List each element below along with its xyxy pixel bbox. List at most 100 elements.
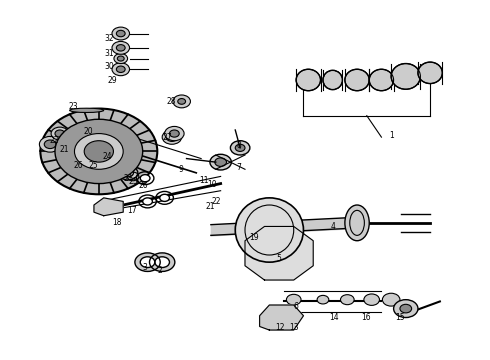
Text: 30: 30 (105, 62, 115, 71)
Text: 27: 27 (162, 133, 172, 142)
Text: 9: 9 (178, 165, 183, 174)
Text: 1: 1 (389, 131, 393, 140)
Text: 26: 26 (139, 181, 148, 190)
Circle shape (122, 169, 133, 177)
Circle shape (73, 157, 86, 167)
Text: 28: 28 (166, 97, 176, 106)
Circle shape (341, 295, 354, 305)
Circle shape (160, 194, 170, 202)
Circle shape (317, 296, 329, 304)
Text: 25: 25 (128, 177, 138, 186)
Text: 23: 23 (69, 102, 78, 111)
Circle shape (162, 130, 182, 144)
Circle shape (382, 293, 400, 306)
Text: 22: 22 (212, 197, 221, 206)
Text: 5: 5 (277, 254, 282, 263)
Circle shape (112, 63, 129, 76)
Circle shape (156, 192, 173, 204)
Circle shape (74, 134, 123, 169)
Text: 6: 6 (293, 302, 298, 311)
Ellipse shape (418, 62, 442, 84)
Circle shape (114, 54, 127, 64)
Circle shape (140, 175, 150, 182)
Circle shape (114, 168, 127, 178)
Circle shape (51, 127, 69, 140)
Text: 21: 21 (59, 145, 69, 154)
Circle shape (116, 66, 125, 72)
Circle shape (143, 198, 152, 205)
Text: 22: 22 (49, 136, 59, 145)
Circle shape (393, 300, 418, 318)
Ellipse shape (296, 69, 320, 91)
Text: 29: 29 (108, 76, 117, 85)
Ellipse shape (323, 70, 343, 90)
Circle shape (165, 126, 184, 141)
Text: 21: 21 (205, 202, 215, 211)
Circle shape (70, 144, 99, 166)
Circle shape (90, 162, 98, 169)
Ellipse shape (369, 69, 393, 91)
Text: 17: 17 (127, 206, 137, 215)
Polygon shape (260, 305, 303, 330)
Circle shape (117, 56, 124, 61)
Circle shape (39, 136, 61, 152)
Circle shape (55, 119, 143, 184)
Text: 8: 8 (236, 141, 241, 150)
Ellipse shape (391, 64, 420, 89)
Circle shape (127, 172, 139, 181)
Circle shape (135, 253, 160, 271)
Circle shape (138, 176, 147, 184)
Text: 20: 20 (83, 127, 93, 136)
Circle shape (155, 257, 170, 267)
Circle shape (86, 160, 102, 171)
Circle shape (69, 154, 90, 170)
Circle shape (75, 149, 93, 161)
Circle shape (55, 130, 65, 137)
Circle shape (120, 161, 131, 170)
Circle shape (118, 166, 138, 180)
Text: 24: 24 (103, 152, 112, 161)
Circle shape (140, 257, 155, 267)
Circle shape (230, 141, 250, 155)
Circle shape (210, 154, 231, 170)
Circle shape (116, 30, 125, 37)
Text: 12: 12 (275, 323, 285, 332)
Text: 16: 16 (361, 313, 370, 322)
Text: 4: 4 (330, 222, 335, 231)
Ellipse shape (70, 108, 104, 112)
Circle shape (170, 130, 179, 137)
Circle shape (112, 41, 129, 54)
Ellipse shape (345, 205, 369, 241)
Text: 11: 11 (199, 176, 208, 185)
Circle shape (178, 99, 186, 104)
Circle shape (235, 144, 245, 152)
Text: 2: 2 (157, 266, 162, 275)
Circle shape (364, 294, 379, 305)
Text: 32: 32 (105, 35, 114, 44)
Text: 3: 3 (143, 263, 147, 272)
Text: 26: 26 (74, 161, 83, 170)
Text: 7: 7 (237, 163, 242, 172)
Text: 24: 24 (123, 174, 133, 183)
Circle shape (69, 142, 85, 154)
Ellipse shape (235, 198, 303, 262)
Circle shape (215, 158, 226, 166)
Polygon shape (94, 198, 123, 216)
Text: 19: 19 (249, 233, 259, 242)
Text: 15: 15 (395, 313, 405, 322)
Circle shape (149, 253, 175, 271)
Circle shape (400, 304, 412, 313)
Text: 14: 14 (329, 313, 339, 322)
Circle shape (166, 133, 178, 141)
Text: 25: 25 (88, 161, 98, 170)
Circle shape (104, 157, 118, 167)
Text: 10: 10 (207, 180, 217, 189)
Ellipse shape (345, 69, 369, 91)
Polygon shape (245, 226, 313, 280)
Circle shape (287, 294, 301, 305)
Circle shape (84, 141, 114, 162)
Text: 18: 18 (113, 218, 122, 227)
Circle shape (116, 45, 125, 51)
Circle shape (112, 27, 129, 40)
Circle shape (136, 172, 154, 185)
